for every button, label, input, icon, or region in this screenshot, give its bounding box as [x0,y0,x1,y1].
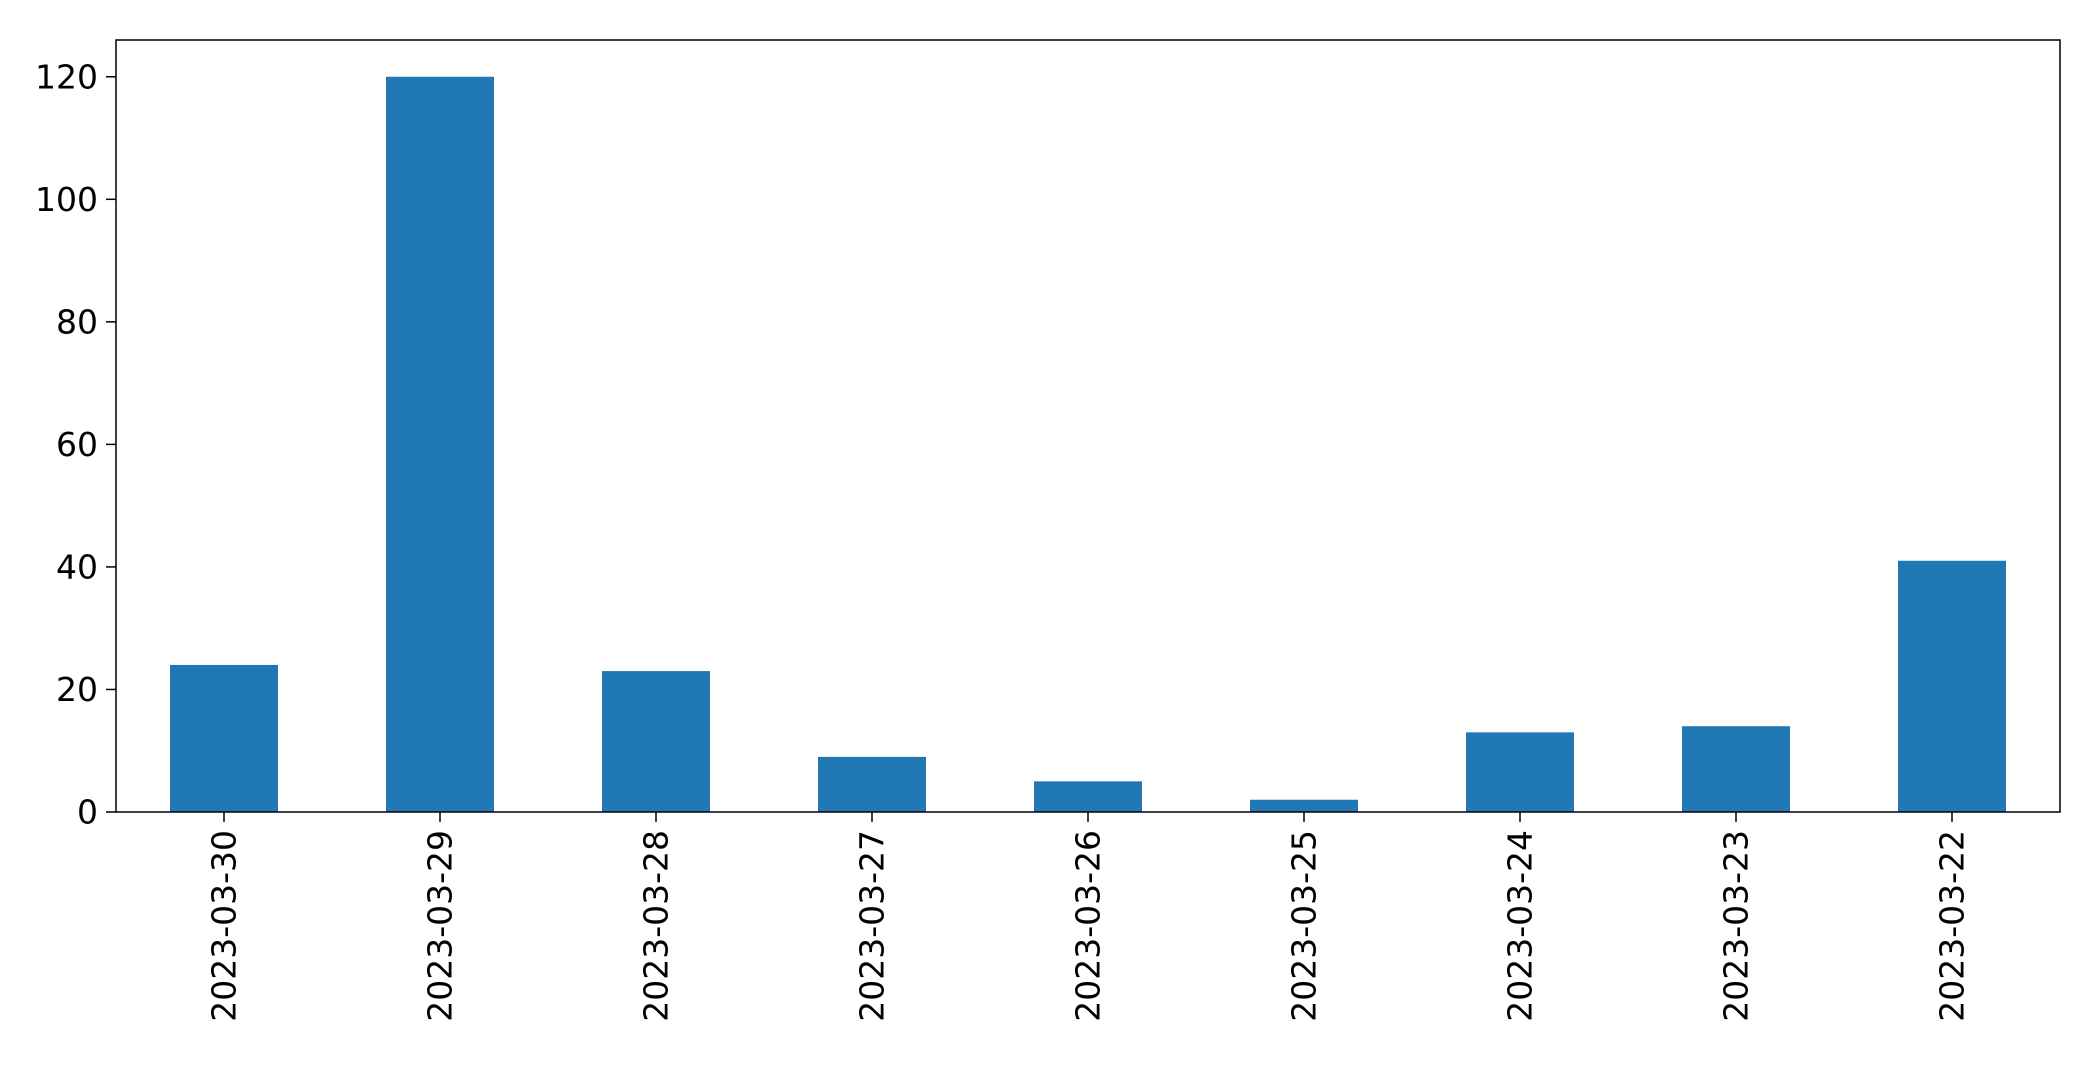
x-tick-label: 2023-03-26 [1069,830,1108,1022]
y-tick-label: 20 [56,670,98,709]
y-tick-label: 120 [35,57,98,96]
x-tick-label: 2023-03-25 [1285,830,1324,1022]
bars-layer [170,76,2006,812]
x-tick-label: 2023-03-23 [1717,830,1756,1022]
plot-frame [115,39,2061,813]
bar-2023-03-25 [1250,799,1358,812]
x-tick-label: 2023-03-24 [1501,830,1540,1022]
y-axis: 0 20 40 60 80 100 120 [35,57,116,832]
y-tick-label: 100 [35,180,98,219]
y-tick-label: 80 [56,302,98,341]
bar-2023-03-22 [1898,560,2006,812]
bar-2023-03-30 [170,664,278,812]
x-tick-label: 2023-03-30 [205,830,244,1022]
x-tick-label: 2023-03-28 [637,830,676,1022]
bar-2023-03-27 [818,756,926,812]
x-tick-label: 2023-03-22 [1933,830,1972,1022]
bar-2023-03-29 [386,76,494,812]
y-tick-label: 60 [56,425,98,464]
bar-2023-03-28 [602,671,710,812]
x-axis: 2023-03-30 2023-03-29 2023-03-28 2023-03-27… [205,812,1972,1022]
x-tick-label: 2023-03-27 [853,830,892,1022]
bar-2023-03-23 [1682,726,1790,812]
y-tick-label: 40 [56,547,98,586]
x-tick-label: 2023-03-29 [421,830,460,1022]
bar-2023-03-24 [1466,732,1574,812]
bar-2023-03-26 [1034,781,1142,812]
y-tick-label: 0 [77,793,98,832]
